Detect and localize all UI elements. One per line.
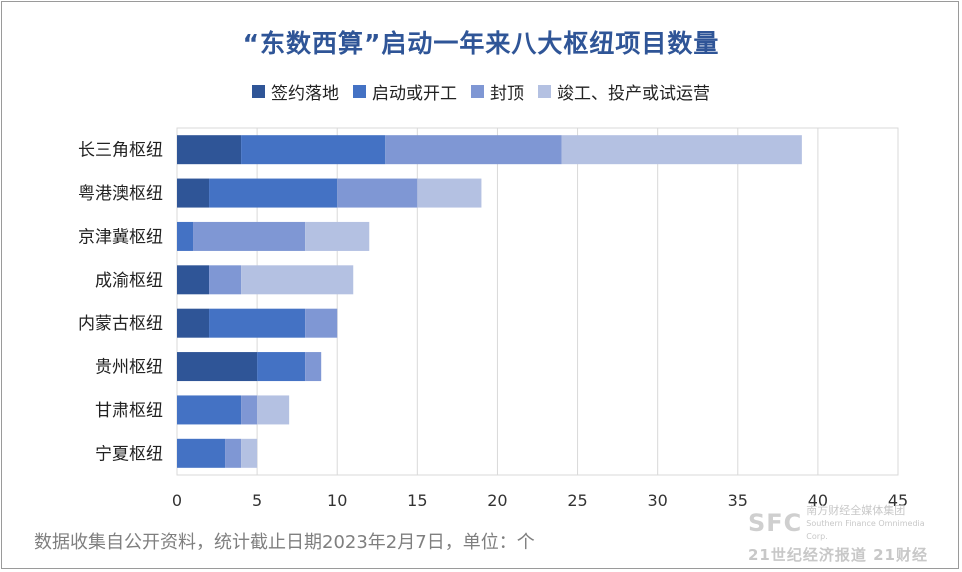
x-tick-label: 40 (808, 491, 828, 510)
watermark-logo: SFC 南方财经全媒体集团 Southern Finance Omnimedia… (748, 504, 938, 564)
bar-segment (177, 352, 258, 382)
bar-segment (241, 438, 258, 468)
legend-item: 封顶 (471, 79, 524, 104)
legend-item: 竣工、投产或试运营 (538, 79, 710, 104)
bar-segment (241, 395, 258, 425)
x-tick-label: 20 (487, 491, 507, 510)
bar-segment (305, 352, 322, 382)
bar-segment (385, 135, 562, 165)
category-label: 内蒙古枢纽 (78, 314, 163, 334)
bar-segment (193, 221, 306, 251)
bar-segment (337, 178, 418, 208)
x-tick-label: 45 (888, 491, 908, 510)
x-tick-label: 0 (172, 491, 182, 510)
bar-segment (209, 265, 242, 295)
bar-segment (177, 221, 194, 251)
legend-label: 竣工、投产或试运营 (557, 84, 710, 104)
x-tick-label: 30 (647, 491, 667, 510)
bar-segment (305, 308, 338, 338)
bar-segment (209, 308, 306, 338)
category-label: 长三角枢纽 (78, 141, 163, 161)
bar-segment (209, 178, 338, 208)
category-label: 成渝枢纽 (95, 271, 163, 291)
legend-swatch (471, 85, 484, 98)
legend-label: 封顶 (490, 84, 524, 104)
watermark-logo-mark: SFC (748, 509, 803, 537)
bar-segment (241, 265, 354, 295)
bar-segment (257, 395, 290, 425)
chart-title: “东数西算”启动一年来八大枢纽项目数量 (242, 29, 720, 58)
category-label: 宁夏枢纽 (95, 444, 163, 464)
bar-segment (305, 221, 370, 251)
chart-legend: 签约落地 启动或开工 封顶 竣工、投产或试运营 (0, 79, 962, 104)
footnote: 数据收集自公开资料，统计截止日期2023年2月7日，单位：个 (34, 532, 535, 553)
bar-segment (177, 438, 226, 468)
category-label: 甘肃枢纽 (95, 401, 163, 421)
x-tick-label: 10 (327, 491, 347, 510)
category-label: 京津冀枢纽 (78, 227, 163, 247)
x-tick-label: 35 (728, 491, 748, 510)
legend-label: 签约落地 (271, 84, 339, 104)
category-label: 粤港澳枢纽 (78, 184, 163, 204)
legend-item: 启动或开工 (353, 79, 457, 104)
x-tick-label: 25 (567, 491, 587, 510)
legend-swatch (252, 85, 265, 98)
bar-segment (177, 178, 210, 208)
x-tick-label: 5 (252, 491, 262, 510)
watermark-line3: 21世纪经济报道 21财经 (748, 546, 928, 564)
watermark-line2: Southern Finance Omnimedia Corp. (806, 519, 925, 541)
bar-segment (177, 265, 210, 295)
x-tick-label: 15 (407, 491, 427, 510)
bar-segment (225, 438, 242, 468)
legend-item: 签约落地 (252, 79, 339, 104)
bar-segment (241, 135, 386, 165)
category-label: 贵州枢纽 (95, 358, 163, 378)
watermark-line1: 南方财经全媒体集团 (806, 504, 906, 517)
legend-swatch (353, 85, 366, 98)
bar-segment (177, 135, 242, 165)
bar-segment (177, 308, 210, 338)
legend-swatch (538, 85, 551, 98)
bar-segment (257, 352, 306, 382)
bar-segment (177, 395, 242, 425)
bar-segment (417, 178, 482, 208)
legend-label: 启动或开工 (372, 84, 457, 104)
bar-segment (561, 135, 802, 165)
